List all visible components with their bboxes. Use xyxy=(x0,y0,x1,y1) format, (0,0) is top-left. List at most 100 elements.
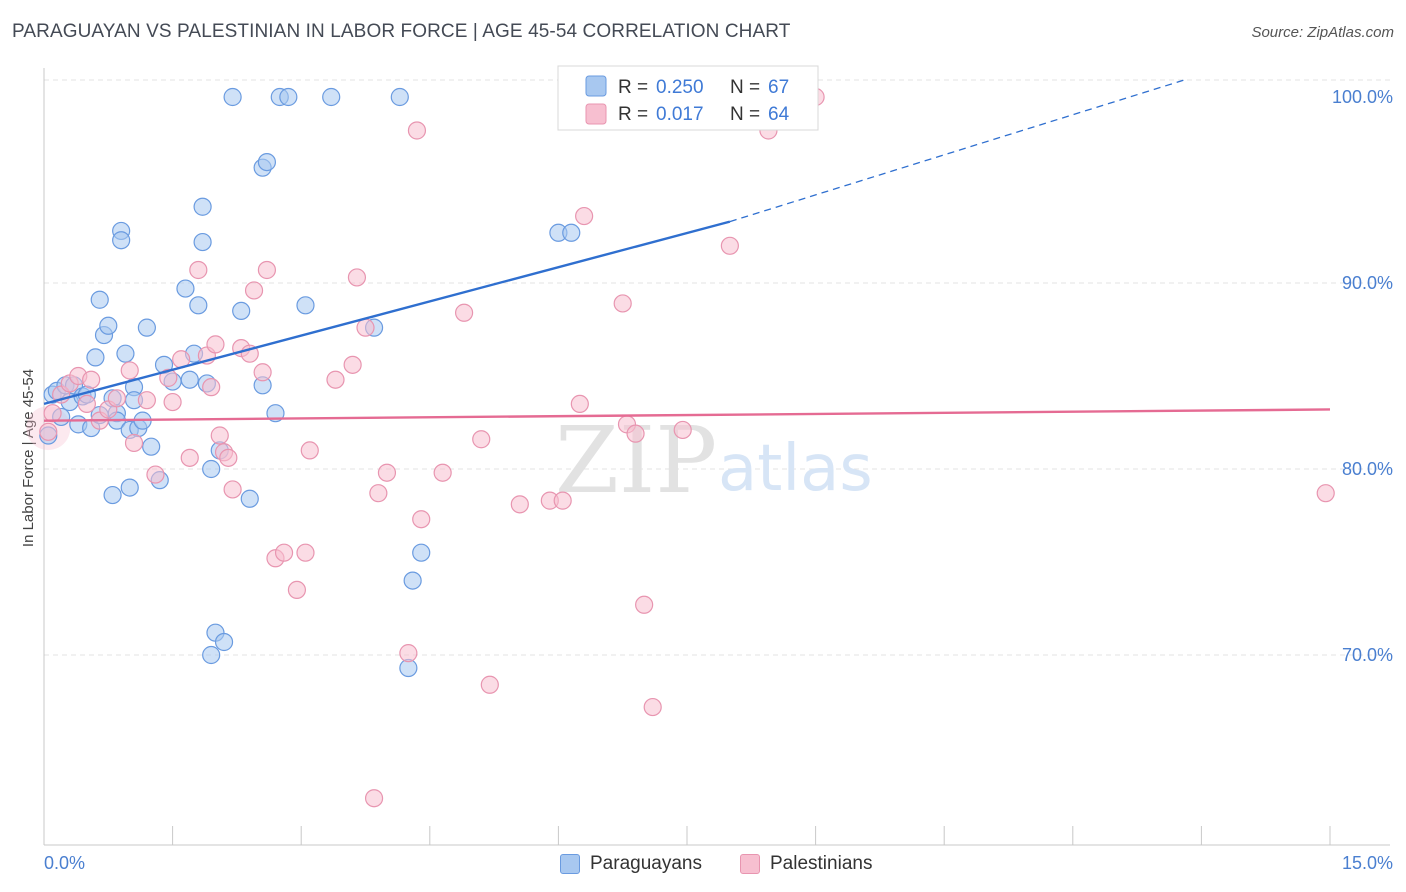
legend-item-palestinians[interactable]: Palestinians xyxy=(740,853,872,875)
watermark: ZIP atlas xyxy=(555,407,873,514)
palestinian-point xyxy=(43,404,62,423)
legend-n-label-2: N = xyxy=(730,104,760,125)
paraguayan-point xyxy=(223,87,242,107)
paraguayan-point xyxy=(180,370,199,389)
y-tick-label: 80.0% xyxy=(1342,459,1393,479)
palestinian-point xyxy=(613,294,632,313)
x-tick-label-max: 15.0% xyxy=(1342,853,1393,873)
palestinian-point xyxy=(253,363,272,382)
palestinian-point xyxy=(1316,484,1335,503)
palestinian-point xyxy=(39,422,58,441)
trend-line-paraguayans xyxy=(43,220,731,406)
palestinian-point xyxy=(107,389,126,408)
palestinian-point xyxy=(124,433,144,453)
paraguayan-point xyxy=(193,197,212,216)
legend-r-value-paraguayans: 0.250 xyxy=(656,77,704,98)
paraguayan-point xyxy=(116,344,135,363)
palestinian-point xyxy=(223,480,242,499)
y-tick-label: 70.0% xyxy=(1342,645,1393,665)
palestinian-point xyxy=(137,391,156,410)
palestinian-point xyxy=(219,448,238,467)
watermark-zip: ZIP xyxy=(555,407,717,514)
palestinian-point xyxy=(202,378,221,397)
paraguayan-point xyxy=(214,632,234,652)
trend-line-palestinians xyxy=(43,408,1331,422)
y-axis-title: In Labor Force | Age 45-54 xyxy=(20,369,37,547)
paraguayan-point xyxy=(202,645,221,665)
legend-n-value-paraguayans: 67 xyxy=(768,77,789,98)
grid-lines xyxy=(44,79,1390,656)
paraguayan-point xyxy=(279,87,298,107)
palestinian-point xyxy=(189,260,208,280)
legend-item-paraguayans[interactable]: Paraguayans xyxy=(560,853,702,875)
y-tick-label: 100.0% xyxy=(1332,87,1393,107)
trend-lines xyxy=(43,79,1331,422)
paraguayan-point xyxy=(142,437,161,456)
palestinian-point xyxy=(300,441,319,460)
paraguayan-point xyxy=(562,223,581,242)
y-tick-labels: 70.0% 80.0% 90.0% 100.0% xyxy=(1332,87,1393,665)
x-tick-labels: 0.0% 15.0% xyxy=(44,853,1393,873)
palestinian-point xyxy=(180,448,199,467)
palestinian-point xyxy=(720,236,739,255)
palestinian-point xyxy=(163,392,182,412)
paraguayan-point xyxy=(112,231,131,250)
paraguayan-point xyxy=(120,478,139,497)
palestinian-point xyxy=(82,370,101,389)
legend-label-palestinians: Palestinians xyxy=(770,853,873,874)
palestinian-point xyxy=(326,370,345,389)
swatch-palestinians xyxy=(740,854,760,874)
legend-n-value-palestinians: 64 xyxy=(768,104,790,125)
legend-n-label-1: N = xyxy=(730,77,760,98)
palestinian-point xyxy=(510,495,529,514)
palestinian-point xyxy=(257,260,277,280)
palestinian-point xyxy=(343,355,362,374)
paraguayan-point xyxy=(103,485,122,505)
correlation-legend: R = 0.250 N = 67 R = 0.017 N = 64 xyxy=(557,65,819,131)
palestinian-point xyxy=(347,268,367,287)
legend-swatch-palestinians xyxy=(585,103,607,125)
palestinian-point xyxy=(643,697,662,717)
legend-swatch-paraguayans xyxy=(585,75,607,97)
palestinian-point xyxy=(575,206,594,226)
x-tick-label-min: 0.0% xyxy=(44,853,85,873)
y-tick-label: 90.0% xyxy=(1342,273,1393,293)
legend-r-value-palestinians: 0.017 xyxy=(656,104,704,125)
palestinian-point xyxy=(472,430,491,449)
palestinian-point xyxy=(206,335,225,354)
palestinian-point xyxy=(287,580,307,600)
palestinian-point xyxy=(146,465,165,484)
palestinian-point xyxy=(377,463,397,482)
paraguayan-point xyxy=(86,348,105,367)
palestinian-point xyxy=(407,121,427,140)
paraguayan-point xyxy=(296,296,315,315)
palestinian-point xyxy=(635,595,654,614)
palestinian-point xyxy=(454,303,474,322)
palestinian-point xyxy=(296,543,315,562)
palestinian-point xyxy=(626,424,645,443)
palestinian-point xyxy=(673,420,692,440)
legend-label-paraguayans: Paraguayans xyxy=(590,853,702,874)
paraguayan-point xyxy=(202,459,221,479)
palestinian-point xyxy=(412,510,431,529)
palestinian-point xyxy=(399,644,418,663)
palestinian-point xyxy=(480,675,499,694)
paraguayan-point xyxy=(390,87,409,107)
paraguayan-point xyxy=(99,316,118,335)
palestinian-point xyxy=(244,281,264,300)
chart-title: PARAGUAYAN VS PALESTINIAN IN LABOR FORCE… xyxy=(12,21,791,42)
legend-r-label-1: R = xyxy=(618,77,648,98)
palestinian-point xyxy=(77,394,96,413)
palestinian-point xyxy=(356,318,375,337)
legend-r-label-2: R = xyxy=(618,104,648,125)
paraguayan-point xyxy=(257,153,277,172)
paraguayan-point xyxy=(403,571,422,590)
data-points xyxy=(26,87,1335,808)
paraguayan-point xyxy=(322,87,341,107)
palestinian-point xyxy=(433,463,452,482)
palestinian-point xyxy=(364,789,384,808)
palestinian-point xyxy=(210,426,229,445)
palestinian-point xyxy=(570,394,589,413)
palestinian-point xyxy=(274,543,294,562)
